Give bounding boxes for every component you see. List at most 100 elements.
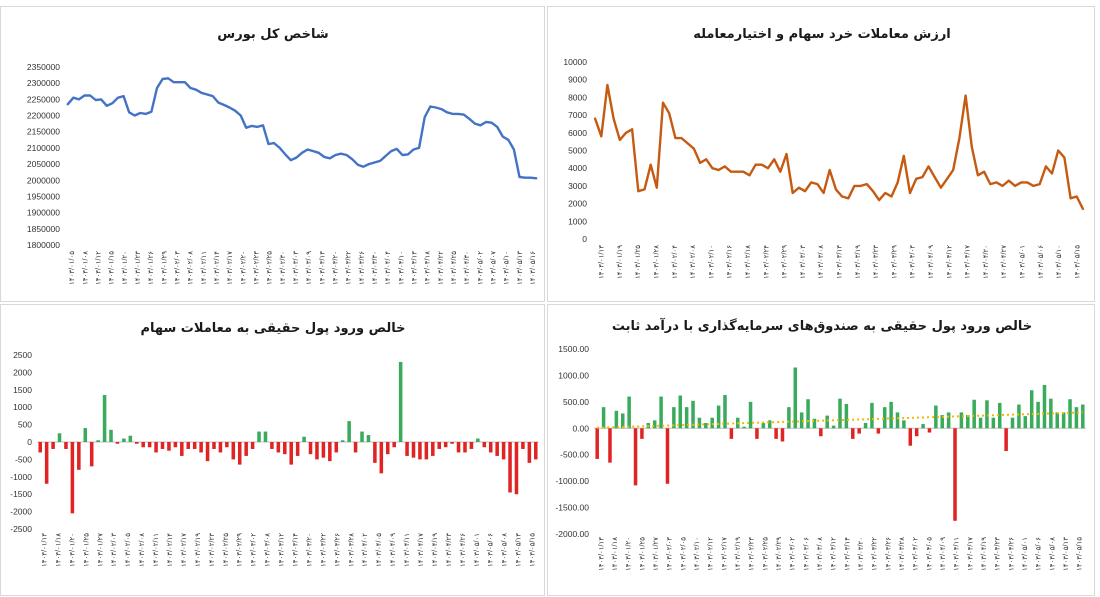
y-tick-label: 1000.00 — [558, 370, 589, 380]
bar — [1049, 398, 1053, 429]
bar — [51, 442, 55, 449]
bar — [122, 438, 126, 442]
x-tick-label: ۱۴۰۳/۰۲/۰۳ — [174, 251, 181, 285]
x-tick-label: ۱۴۰۳/۰۲/۰۸ — [690, 245, 697, 279]
chart-svg-trade-value: ارزش معاملات خرد سهام و اختیارمعامله 0 100… — [563, 27, 1085, 279]
bar — [1023, 416, 1028, 429]
bar — [205, 442, 210, 462]
chart-panel-index: شاخص کل بورس 1800000 1850000 1900000 1950000… — [0, 6, 545, 302]
bar — [154, 442, 158, 453]
bar — [633, 428, 638, 486]
bar — [495, 442, 499, 456]
bar — [379, 442, 384, 474]
x-tick-label: ۱۴۰۳/۰۵/۱۵ — [530, 533, 537, 567]
bar — [289, 442, 293, 465]
x-tick-label: ۱۴۰۳/۰۲/۲۴ — [763, 245, 770, 279]
bar — [1068, 399, 1072, 429]
y-tick-label: 2250000 — [27, 94, 60, 104]
bar — [1061, 412, 1066, 429]
y-tick-label: 1900000 — [27, 208, 60, 218]
bar — [44, 442, 49, 484]
y-tick-label: 500.00 — [563, 397, 589, 407]
x-tick-label: ۱۴۰۳/۰۴/۲۶ — [1008, 537, 1015, 571]
bar — [723, 394, 727, 429]
bar — [373, 442, 377, 463]
bar — [295, 442, 300, 456]
x-tick-label: ۱۴۰۳/۰۲/۲۹ — [237, 533, 244, 567]
bar — [527, 442, 532, 463]
bar — [812, 418, 817, 429]
y-tick-label: 2000 — [568, 199, 587, 209]
x-tick-label: ۱۴۰۳/۰۱/۲۰ — [69, 533, 76, 567]
bar — [437, 442, 442, 449]
y-tick-label: 7000 — [568, 110, 587, 120]
x-tick-label: ۱۴۰۳/۰۴/۲۷ — [1001, 245, 1008, 279]
bar — [257, 431, 261, 442]
x-tick-label: ۱۴۰۳/۰۳/۱۳ — [837, 245, 844, 279]
bar — [780, 428, 785, 442]
x-tick-label: ۱۴۰۳/۰۱/۲۵ — [83, 533, 90, 567]
bar — [608, 428, 612, 463]
x-tick-label: ۱۴۰۳/۰۴/۲۳ — [995, 537, 1002, 571]
y-tick-label: 8000 — [568, 92, 587, 102]
x-tick-label: ۱۴۰۳/۰۲/۲۳ — [253, 251, 260, 285]
y-tick-label: 2000 — [13, 367, 32, 377]
x-tick-label: ۱۴۰۳/۰۲/۱۱ — [153, 533, 160, 567]
x-tick-label: ۱۴۰۳/۰۱/۰۵ — [69, 251, 76, 285]
bar — [250, 442, 255, 449]
x-tick-label: ۱۴۰۳/۰۵/۱۰ — [1056, 245, 1063, 279]
x-tick-label: ۱۴۰۳/۰۵/۱۵ — [1077, 537, 1084, 571]
bar — [321, 442, 326, 458]
y-tick-label: 2050000 — [27, 159, 60, 169]
x-tick-label: ۱۴۰۳/۰۱/۰۸ — [82, 251, 89, 285]
x-tick-label: ۱۴۰۳/۰۵/۰۱ — [1022, 537, 1029, 571]
x-tick-label: ۱۴۰۳/۰۲/۲۰ — [240, 251, 247, 285]
x-tick-label: ۱۴۰۳/۰۲/۲۳ — [209, 533, 216, 567]
bar — [704, 423, 708, 429]
y-tick-label: -500.00 — [560, 450, 589, 460]
x-tick-label: ۱۴۰۳/۰۴/۰۹ — [940, 537, 947, 571]
x-tick-label: ۱۴۰۳/۰۴/۰۵ — [926, 537, 933, 571]
x-tick-label: ۱۴۰۳/۰۱/۲۹ — [161, 251, 168, 285]
x-tick-label: ۱۴۰۳/۰۴/۱۷ — [965, 245, 972, 279]
bar — [729, 428, 734, 439]
x-tick-label: ۱۴۰۳/۰۵/۰۸ — [1049, 537, 1056, 571]
bar — [997, 402, 1002, 429]
bar — [508, 442, 512, 493]
x-tick-label: ۱۴۰۳/۰۲/۳۰ — [280, 251, 287, 285]
y-tick-label: 0 — [582, 234, 587, 244]
x-tick-label: ۱۴۰۳/۰۳/۰۲ — [790, 537, 797, 571]
y-tick-label: -1000.00 — [555, 476, 589, 486]
x-tick-label: ۱۴۰۳/۰۵/۰۱ — [474, 533, 481, 567]
x-tick-label: ۱۴۰۳/۰۱/۲۷ — [653, 537, 660, 571]
bar — [678, 395, 683, 429]
bar — [755, 428, 759, 439]
bar — [225, 442, 229, 448]
x-tick-label: ۱۴۰۳/۰۳/۱۲ — [831, 537, 838, 571]
x-tick-label: ۱۴۰۳/۰۳/۲۰ — [332, 251, 339, 285]
bar — [978, 417, 983, 429]
bar — [89, 442, 94, 467]
bar — [398, 361, 403, 442]
chart-panel-equity-flow: خالص ورود پول حقیقی به معاملات سهام -2500… — [0, 304, 545, 596]
bar — [128, 435, 133, 442]
bar — [1017, 404, 1021, 429]
x-tick-label: ۱۴۰۳/۰۲/۰۴ — [672, 245, 679, 279]
bar — [940, 415, 944, 429]
x-tick-label: ۱۴۰۳/۰۱/۲۵ — [635, 245, 642, 279]
x-tick-label: ۱۴۰۳/۰۳/۳۰ — [372, 251, 379, 285]
y-tick-label: 500 — [18, 420, 32, 430]
x-tick-label: ۱۴۰۳/۰۳/۲۸ — [348, 533, 355, 567]
y-tick-label: 2350000 — [27, 62, 60, 72]
x-tick-label: ۱۴۰۳/۰۴/۰۵ — [376, 533, 383, 567]
y-tick-label: 1850000 — [27, 224, 60, 234]
bar — [1029, 390, 1034, 429]
bar — [270, 442, 274, 449]
x-tick-label: ۱۴۰۳/۰۱/۱۲ — [95, 251, 102, 285]
bar — [844, 403, 849, 429]
bar — [482, 442, 487, 448]
bar — [1081, 404, 1085, 429]
bar — [340, 440, 345, 442]
y-tick-label: -1500.00 — [555, 503, 589, 513]
bar — [825, 415, 829, 429]
